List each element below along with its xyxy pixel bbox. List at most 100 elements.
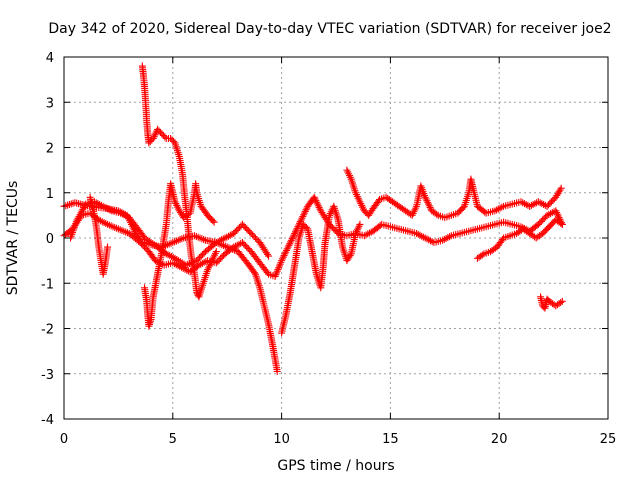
data-point: [230, 229, 238, 237]
data-point: [424, 200, 432, 208]
data-point: [241, 223, 249, 231]
data-point: [557, 298, 565, 306]
data-point: [194, 255, 202, 263]
data-point: [331, 226, 339, 234]
data-point: [553, 210, 561, 218]
data-point: [77, 209, 85, 217]
data-point: [64, 201, 72, 209]
data-point: [302, 206, 310, 214]
y-tick-label: 0: [46, 232, 54, 247]
data-point: [104, 243, 112, 251]
data-point: [74, 214, 82, 222]
data-point: [546, 199, 554, 207]
data-point: [553, 209, 561, 217]
data-point: [298, 214, 306, 222]
data-point: [543, 202, 551, 210]
data-point: [244, 245, 252, 253]
data-point: [545, 201, 553, 209]
data-point: [295, 221, 303, 229]
data-point: [537, 217, 545, 225]
data-point: [265, 252, 273, 260]
data-point: [296, 219, 304, 227]
data-point: [212, 248, 220, 256]
data-point: [280, 252, 288, 260]
data-point: [233, 226, 241, 234]
series-track-f: [86, 193, 112, 278]
data-point: [312, 197, 320, 205]
data-point: [549, 196, 557, 204]
data-point: [250, 269, 258, 277]
data-point: [159, 131, 167, 139]
data-point: [62, 202, 70, 210]
data-point: [238, 220, 246, 228]
data-point: [534, 220, 542, 228]
data-point: [446, 233, 454, 241]
data-point: [552, 207, 560, 215]
data-point: [244, 226, 252, 234]
chart-title: Day 342 of 2020, Sidereal Day-to-day VTE…: [48, 21, 611, 37]
data-point: [250, 232, 258, 240]
data-point: [554, 212, 562, 220]
data-point: [539, 216, 547, 224]
y-axis-label: SDTVAR / TECUs: [5, 181, 21, 296]
data-point: [356, 220, 364, 228]
data-point: [310, 193, 318, 201]
data-point: [311, 195, 319, 203]
data-point: [300, 209, 308, 217]
data-point: [238, 239, 246, 247]
data-point: [273, 269, 281, 277]
data-point: [289, 233, 297, 241]
y-tick-label: -3: [41, 368, 54, 383]
data-point: [240, 222, 248, 230]
data-point: [284, 243, 292, 251]
data-point: [154, 125, 162, 133]
data-point: [156, 128, 164, 136]
data-point: [155, 127, 163, 135]
data-point: [161, 133, 169, 141]
data-point: [558, 297, 566, 305]
data-point: [557, 219, 565, 227]
data-point: [251, 234, 259, 242]
data-point: [196, 254, 204, 262]
data-point: [283, 245, 291, 253]
series-track-j: [537, 293, 566, 312]
data-point: [275, 264, 283, 272]
data-point: [278, 257, 286, 265]
y-tick-label: 2: [46, 142, 54, 157]
data-point: [541, 201, 549, 209]
data-point: [498, 203, 506, 211]
data-point: [287, 236, 295, 244]
data-point: [76, 211, 84, 219]
x-axis-label: GPS time / hours: [277, 458, 394, 474]
y-tick-label: 1: [46, 187, 54, 202]
data-point: [282, 248, 290, 256]
data-point: [210, 218, 218, 226]
data-point: [301, 207, 309, 215]
data-point: [313, 198, 321, 206]
data-point: [346, 252, 354, 260]
data-point: [279, 253, 287, 261]
x-tick-label: 20: [491, 432, 508, 447]
data-point: [263, 250, 271, 258]
data-point: [102, 220, 110, 228]
series-track-g: [278, 202, 364, 337]
data-point: [209, 217, 217, 225]
data-point: [145, 139, 153, 147]
data-point: [558, 220, 566, 228]
data-point: [231, 228, 239, 236]
data-point: [547, 198, 555, 206]
data-point: [73, 216, 81, 224]
data-point: [424, 198, 432, 206]
data-point: [314, 200, 322, 208]
axis-ticks: 0 5 10 15 20 25 -4 -3 -2 -1 0 1 2 3 4: [41, 51, 616, 447]
data-point: [330, 225, 338, 233]
y-tick-label: -4: [41, 413, 54, 428]
data-point: [167, 134, 175, 142]
data-point: [285, 241, 293, 249]
data-point: [240, 240, 248, 248]
series-track-h: [343, 166, 565, 222]
data-point: [272, 271, 280, 279]
data-point: [136, 239, 144, 247]
data-point: [297, 216, 305, 224]
